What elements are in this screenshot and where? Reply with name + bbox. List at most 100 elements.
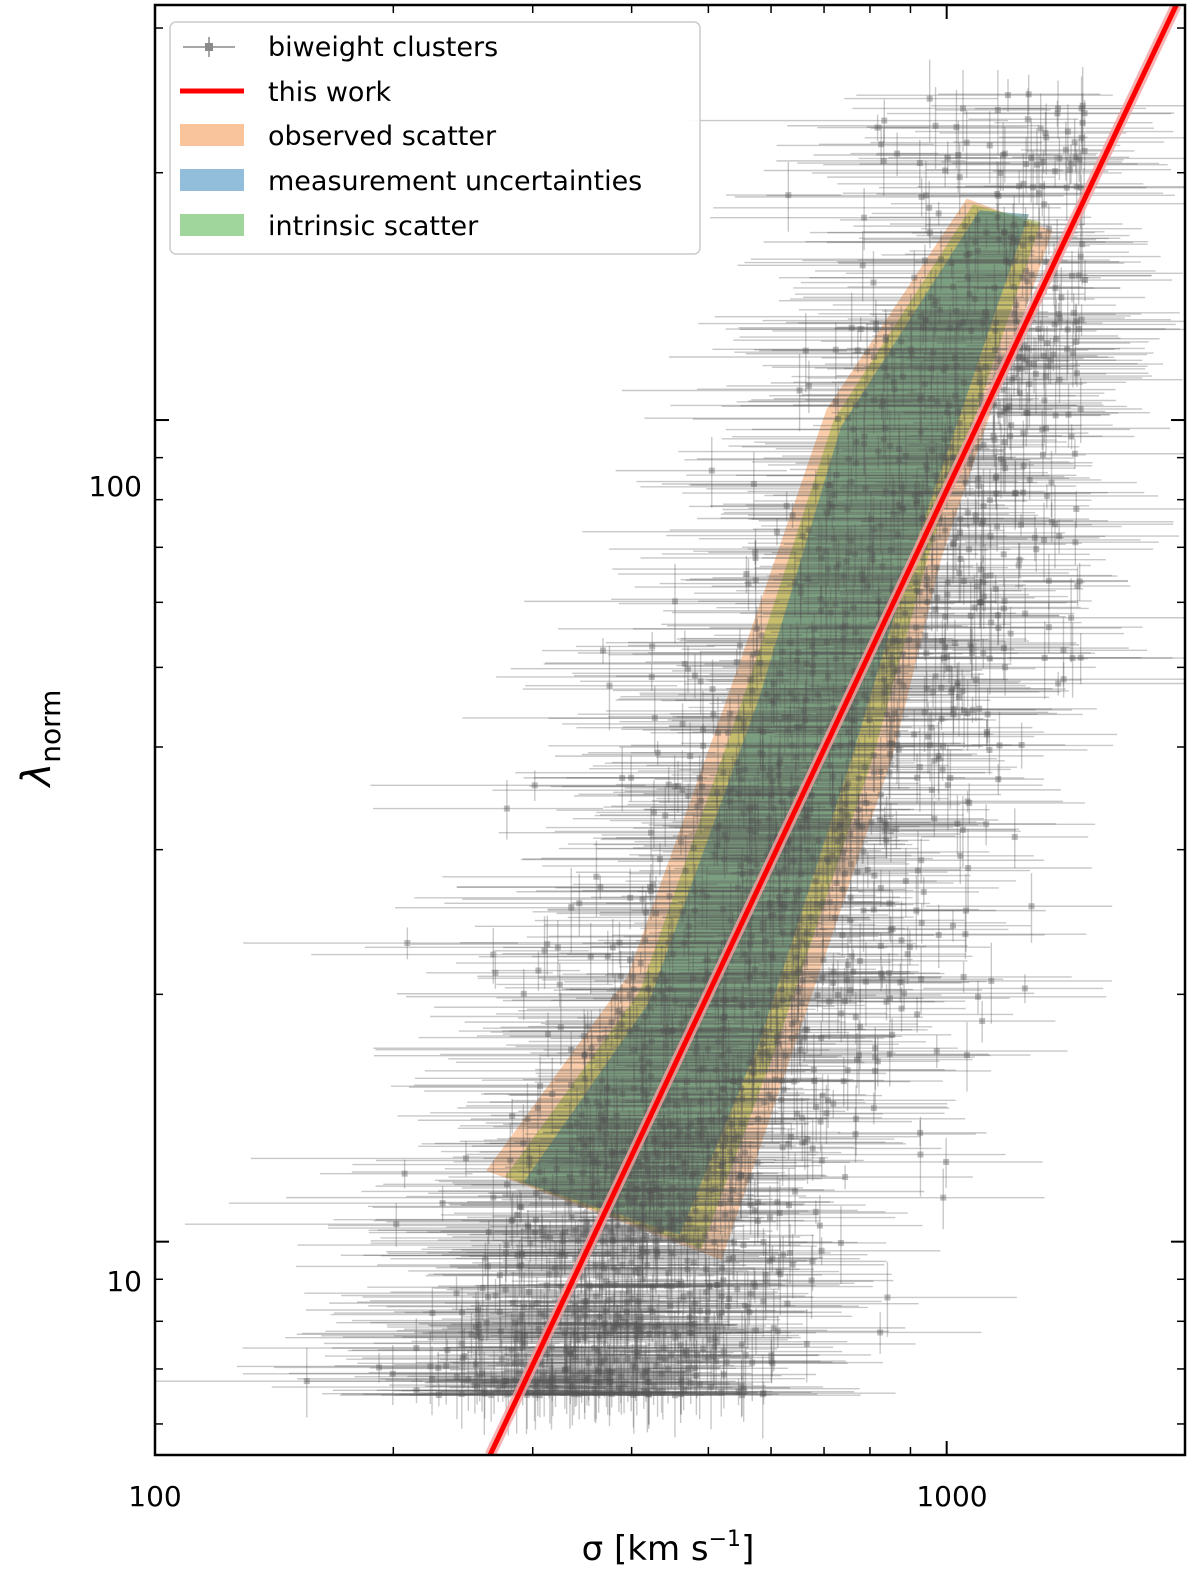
cluster-point <box>243 927 518 960</box>
cluster-point <box>521 1226 710 1251</box>
cluster-point <box>765 872 906 908</box>
cluster-point <box>685 915 832 969</box>
cluster-point <box>686 446 942 507</box>
cluster-point <box>797 507 1065 571</box>
cluster-point <box>678 941 987 1027</box>
legend-marker-measurement <box>180 169 244 191</box>
cluster-point <box>689 546 897 615</box>
cluster-point <box>589 734 890 806</box>
cluster-point <box>618 1357 724 1438</box>
cluster-point <box>743 686 1083 745</box>
cluster-point <box>325 1316 617 1348</box>
cluster-point <box>575 1355 684 1434</box>
cluster-point <box>567 1371 713 1394</box>
cluster-point <box>964 246 1088 306</box>
cluster-point <box>712 691 868 767</box>
cluster-point <box>380 1345 477 1416</box>
cluster-point <box>614 989 867 1075</box>
cluster-point <box>776 111 1121 184</box>
cluster-point <box>1006 633 1142 685</box>
y-tick-label-100: 100 <box>89 470 142 503</box>
cluster-point <box>572 1273 919 1337</box>
cluster-point <box>426 957 553 989</box>
cluster-point <box>764 932 968 960</box>
cluster-point <box>871 662 1026 711</box>
plot-area <box>155 5 1185 1455</box>
scatter-bands <box>486 198 1053 1261</box>
cluster-point <box>641 1321 727 1394</box>
cluster-point <box>502 1181 754 1209</box>
cluster-point <box>507 1358 664 1422</box>
cluster-point <box>826 814 935 848</box>
cluster-point <box>868 638 1006 680</box>
cluster-point <box>935 69 1051 156</box>
cluster-point <box>835 790 1063 813</box>
cluster-point <box>903 392 1119 436</box>
cluster-point <box>835 313 975 399</box>
cluster-point <box>518 1154 662 1214</box>
cluster-point <box>522 1064 854 1095</box>
cluster-point <box>817 524 1106 549</box>
cluster-point <box>605 1370 748 1411</box>
cluster-point <box>481 1348 682 1420</box>
cluster-point <box>553 1351 678 1404</box>
cluster-point <box>569 1086 754 1169</box>
cluster-point <box>591 1096 784 1149</box>
cluster-point <box>905 215 1024 297</box>
cluster-point <box>667 1329 754 1387</box>
cluster-point <box>548 693 861 745</box>
cluster-point <box>611 1268 855 1299</box>
cluster-point <box>510 1374 628 1416</box>
band-measurement-uncertainties <box>523 210 1029 1235</box>
cluster-point <box>842 475 1077 498</box>
cluster-point <box>719 819 866 879</box>
cluster-point <box>706 620 893 672</box>
cluster-point <box>542 854 867 878</box>
cluster-point <box>661 523 978 587</box>
cluster-point <box>871 201 995 226</box>
cluster-point <box>909 502 1141 582</box>
cluster-point <box>452 1118 786 1201</box>
cluster-point <box>596 1257 684 1303</box>
cluster-point <box>578 1006 902 1069</box>
cluster-point <box>481 1369 587 1417</box>
cluster-point <box>621 866 712 930</box>
cluster-point <box>615 1151 743 1195</box>
cluster-point <box>435 1240 644 1297</box>
cluster-point <box>661 678 855 725</box>
cluster-point <box>709 743 820 811</box>
cluster-point <box>861 873 1046 952</box>
cluster-point <box>625 843 937 924</box>
cluster-point <box>461 1210 780 1296</box>
cluster-point <box>704 650 1012 678</box>
cluster-point <box>950 346 1074 394</box>
cluster-point <box>386 1304 736 1347</box>
cluster-point <box>502 987 790 1015</box>
cluster-point <box>735 721 972 792</box>
cluster-point <box>780 683 968 749</box>
cluster-point <box>675 678 991 724</box>
cluster-point <box>660 907 888 993</box>
cluster-point <box>698 889 854 926</box>
cluster-point <box>888 1000 1056 1043</box>
cluster-point <box>713 180 1061 237</box>
cluster-point <box>402 1312 724 1364</box>
cluster-point <box>786 655 983 685</box>
cluster-point <box>574 654 785 699</box>
cluster-point <box>864 108 1185 170</box>
cluster-point <box>688 812 960 858</box>
cluster-point <box>446 1254 556 1329</box>
cluster-point <box>965 170 1066 203</box>
y-axis-label-main: λ <box>14 763 60 789</box>
cluster-point <box>793 792 920 865</box>
cluster-point <box>667 1233 885 1299</box>
cluster-point <box>639 684 935 706</box>
cluster-point <box>327 1189 673 1272</box>
cluster-point <box>417 1106 723 1135</box>
cluster-point <box>1023 563 1129 601</box>
cluster-point <box>509 1361 748 1429</box>
cluster-point <box>617 779 878 812</box>
cluster-point <box>599 891 687 935</box>
cluster-point <box>534 1296 803 1354</box>
cluster-point <box>836 336 933 420</box>
